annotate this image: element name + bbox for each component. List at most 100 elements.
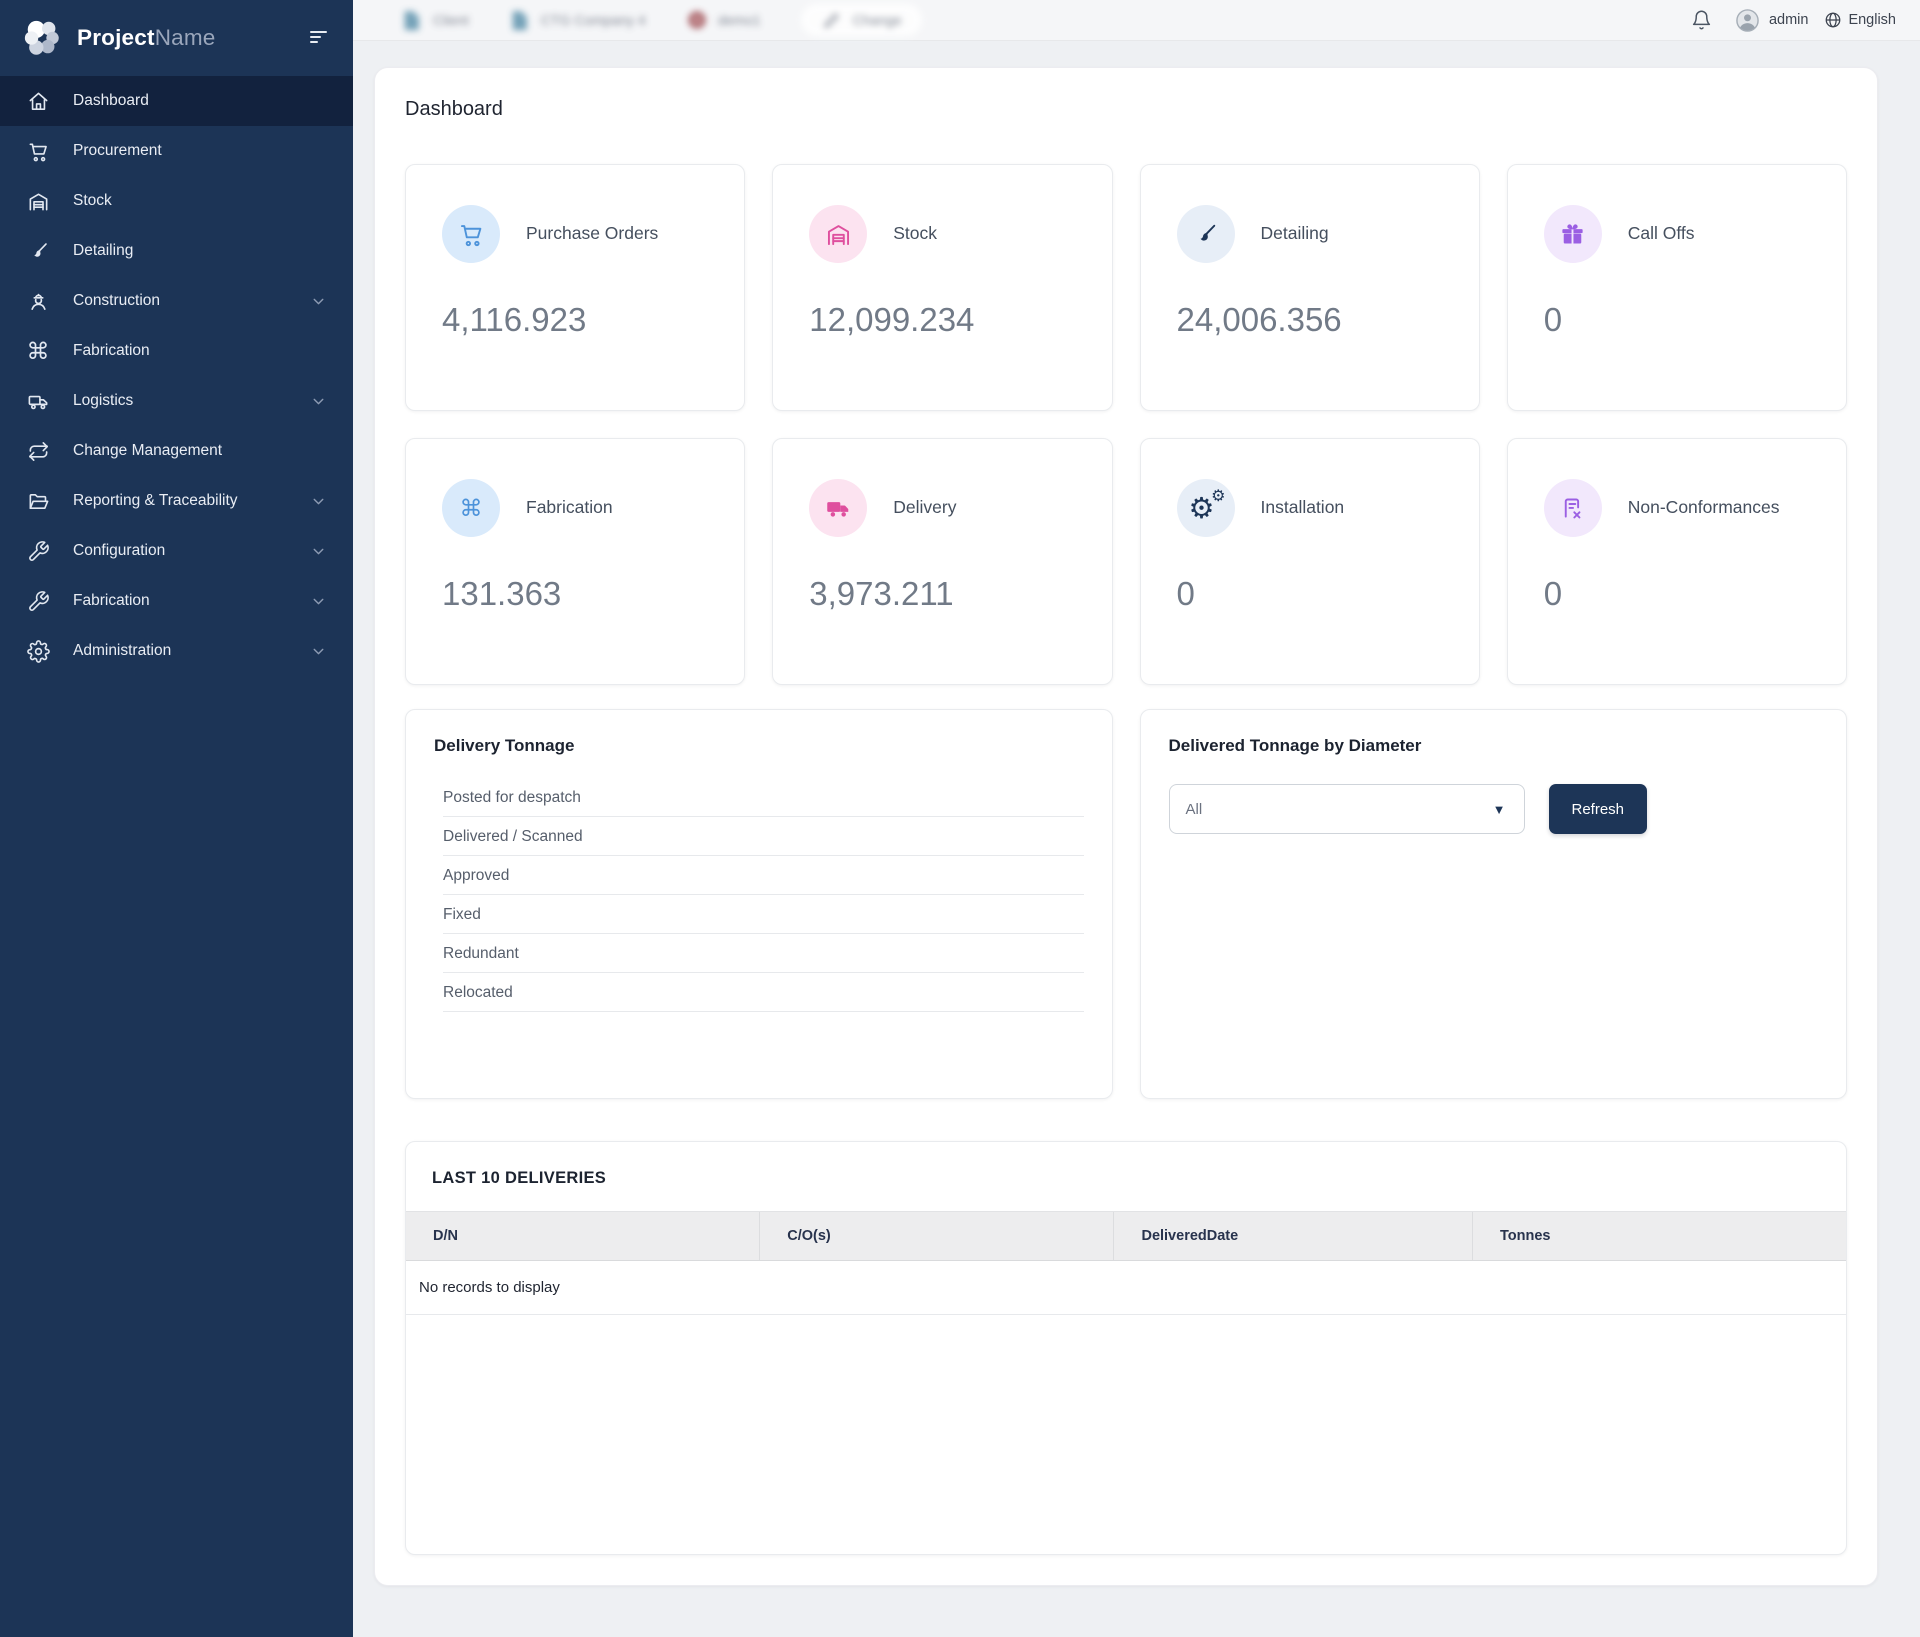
sidebar-item-label: Detailing (73, 242, 134, 259)
brand: ProjectName (0, 0, 353, 76)
user-avatar[interactable] (1734, 7, 1761, 34)
table-column-header: DeliveredDate (1114, 1212, 1474, 1260)
stat-card-header: Call Offs (1543, 205, 1810, 263)
stat-card-call-offs: Call Offs 0 (1506, 164, 1847, 411)
truck-icon (26, 389, 50, 413)
diameter-select-value: All (1185, 800, 1203, 818)
refresh-button[interactable]: Refresh (1548, 784, 1648, 834)
stat-card-header: ⌘ Fabrication (442, 479, 708, 537)
sidebar-item-stock[interactable]: Stock (0, 176, 353, 226)
stat-icon-circle (1543, 479, 1602, 537)
stat-card-value: 0 (1176, 575, 1195, 612)
truck-filled-icon (825, 495, 852, 522)
stat-icon-circle (809, 479, 868, 537)
stat-card-header: Delivery (809, 479, 1075, 537)
delivery-tonnage-row: Redundant (443, 934, 1084, 973)
app-title: ProjectName (77, 25, 216, 50)
worker-icon (26, 289, 50, 313)
repeat-icon (26, 439, 50, 463)
command-icon: ⌘ (26, 337, 50, 364)
filter-row: All ▼ Refresh (1168, 784, 1819, 834)
stat-icon-circle: ⌘ (442, 479, 500, 537)
stat-card-delivery: Delivery 3,973.211 (772, 438, 1113, 685)
stat-card-value: 4,116.923 (442, 301, 587, 338)
sidebar-item-label: Logistics (73, 392, 134, 409)
stat-card-fabrication: ⌘ Fabrication 131.363 (405, 438, 746, 685)
sidebar-item-label: Configuration (73, 542, 166, 559)
sidebar-item-configuration[interactable]: Configuration (0, 526, 353, 576)
topbar-context-label: CTG Company 4 (540, 12, 646, 28)
table-column-header: Tonnes (1500, 1228, 1551, 1244)
topbar-context-item[interactable]: CTG Company 4 (509, 9, 646, 31)
tonnage-by-diameter-panel: Delivered Tonnage by Diameter All ▼ Refr… (1139, 709, 1847, 1099)
delivery-tonnage-row: Fixed (443, 895, 1084, 934)
topbar-context-group: Client CTG Company 4 demo1 Change (401, 4, 922, 36)
username-label[interactable]: admin (1768, 12, 1809, 28)
stat-card-label: Non-Conformances (1627, 497, 1780, 518)
topbar-context-item[interactable]: Change (800, 4, 922, 36)
doc-x-icon (1559, 495, 1586, 522)
sidebar-item-fabrication[interactable]: ⌘ Fabrication (0, 326, 353, 376)
stat-card-label: Installation (1260, 497, 1345, 518)
stat-card-label: Delivery (893, 497, 957, 518)
stat-card-label: Call Offs (1627, 223, 1695, 244)
chevron-down-icon (310, 543, 327, 560)
dashboard-panel: Dashboard Purchase Orders 4,116.923 Stock 1… (374, 67, 1878, 1586)
tools-icon (26, 539, 50, 563)
sidebar-item-detailing[interactable]: Detailing (0, 226, 353, 276)
folder-icon (26, 489, 50, 513)
sidebar-item-label: Reporting & Traceability (73, 492, 238, 509)
sidebar-item-label: Change Management (73, 442, 223, 459)
stat-card-value: 24,006.356 (1176, 301, 1342, 338)
stat-card-value: 3,973.211 (809, 575, 954, 612)
stat-card-stock: Stock 12,099.234 (772, 164, 1113, 411)
stat-card-header: Purchase Orders (442, 205, 708, 263)
pencil-icon (821, 9, 843, 31)
sidebar-item-reporting-traceability[interactable]: Reporting & Traceability (0, 476, 353, 526)
topbar-context-item[interactable]: Client (401, 9, 469, 31)
sidebar-item-dashboard[interactable]: Dashboard (0, 76, 353, 126)
stat-card-header: Stock (809, 205, 1075, 263)
stat-card-label: Purchase Orders (526, 223, 659, 244)
sidebar-item-change-management[interactable]: Change Management (0, 426, 353, 476)
delivery-tonnage-row: Delivered / Scanned (443, 817, 1084, 856)
warehouse-icon (26, 189, 50, 213)
sidebar-item-logistics[interactable]: Logistics (0, 376, 353, 426)
sidebar-item-label: Construction (73, 292, 161, 309)
table-column-header: D/N (406, 1212, 761, 1260)
topbar-user-group: admin English (1691, 7, 1896, 34)
sidebar-item-fabrication[interactable]: Fabrication (0, 576, 353, 626)
stat-card-header: Non-Conformances (1543, 479, 1810, 537)
badge-red-icon (686, 9, 708, 31)
notifications-bell-icon[interactable] (1691, 9, 1712, 31)
stat-card-header: ⚙ ⚙ Installation (1176, 479, 1443, 537)
stat-card-label: Stock (893, 223, 938, 244)
home-icon (26, 89, 50, 113)
cart-icon (26, 139, 50, 163)
mid-grid: Delivery Tonnage Posted for despatch Deli… (405, 709, 1847, 1099)
gear-icon (26, 639, 50, 663)
tools-icon (26, 589, 50, 613)
sidebar-item-label: Stock (73, 192, 112, 209)
stat-card-value: 131.363 (442, 575, 562, 612)
globe-icon (1824, 11, 1842, 29)
topbar-context-item[interactable]: demo1 (686, 9, 761, 31)
language-selector[interactable]: English (1848, 12, 1896, 28)
stat-card-detailing: Detailing 24,006.356 (1139, 164, 1480, 411)
sidebar-item-procurement[interactable]: Procurement (0, 126, 353, 176)
app-logo-icon (22, 17, 64, 59)
chevron-down-icon (310, 493, 327, 510)
stat-card-non-conformances: Non-Conformances 0 (1506, 438, 1847, 685)
sidebar-item-construction[interactable]: Construction (0, 276, 353, 326)
sidebar-item-label: Fabrication (73, 342, 150, 359)
command-icon: ⌘ (459, 494, 483, 521)
stat-icon-circle: ⚙ ⚙ (1176, 479, 1235, 537)
diameter-select[interactable]: All ▼ (1168, 784, 1525, 834)
stat-card-label: Fabrication (526, 497, 613, 518)
stat-card-value: 0 (1543, 575, 1563, 612)
delivery-tonnage-title: Delivery Tonnage (434, 736, 575, 755)
sidebar-item-administration[interactable]: Administration (0, 626, 353, 676)
delivery-tonnage-list: Posted for despatch Delivered / Scanned Ap… (434, 778, 1084, 1012)
chevron-down-icon (310, 293, 327, 310)
sidebar-collapse-icon[interactable] (307, 25, 333, 51)
